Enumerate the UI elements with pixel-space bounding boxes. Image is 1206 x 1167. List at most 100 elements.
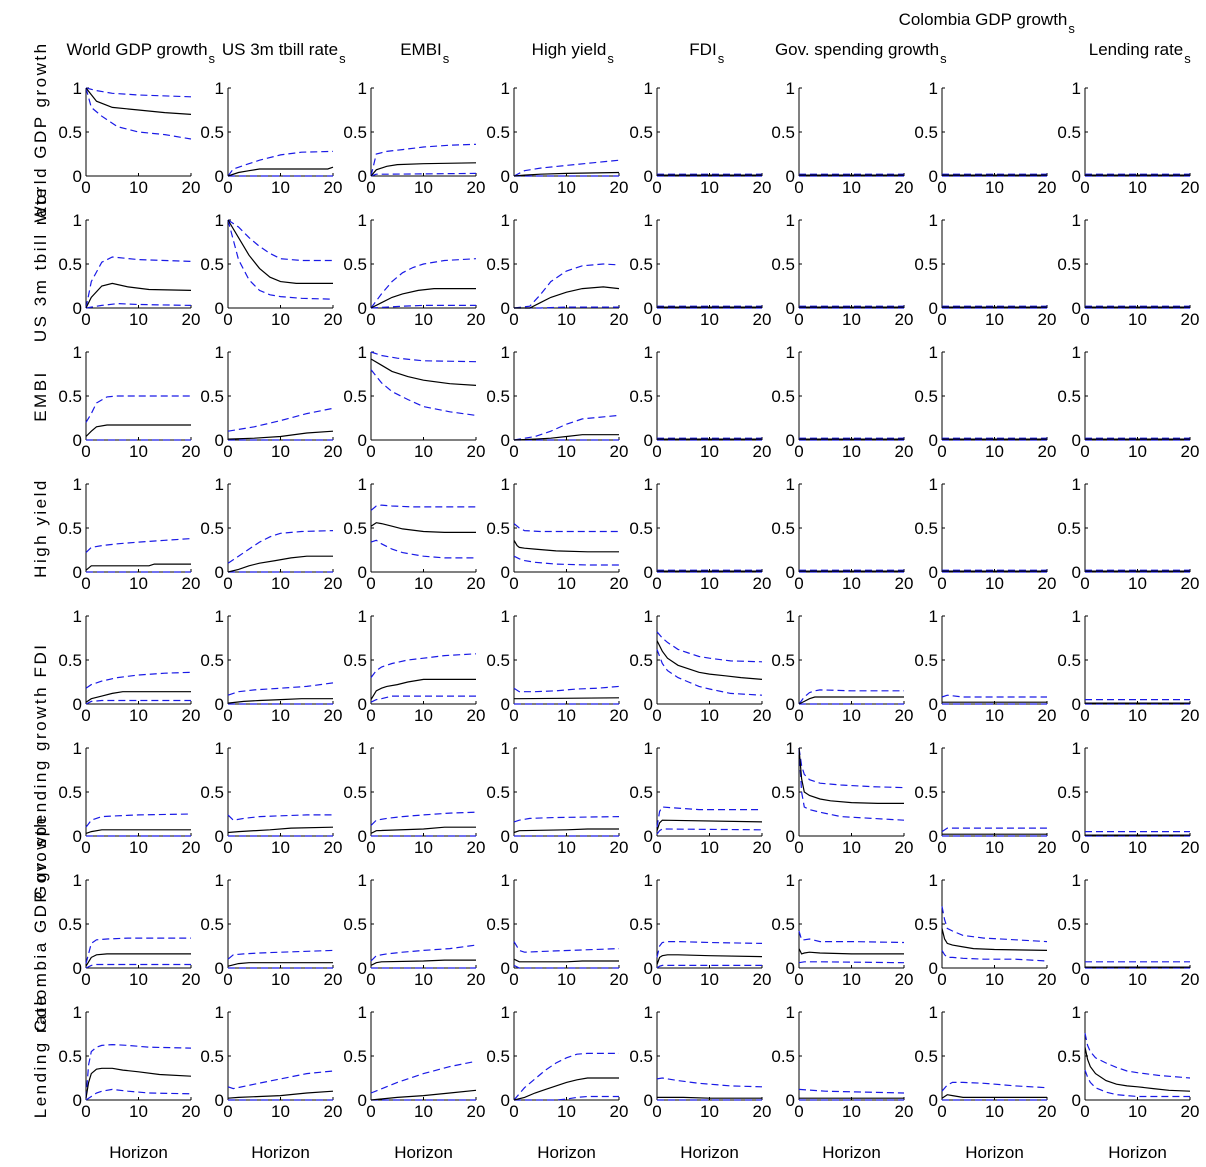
upper-band-line bbox=[798, 747, 905, 789]
upper-band-line bbox=[656, 631, 763, 663]
x-tick-label: 10 bbox=[271, 838, 290, 857]
median-line bbox=[227, 826, 334, 834]
y-tick-label: 0 bbox=[644, 1091, 653, 1110]
x-tick-label: 10 bbox=[129, 838, 148, 857]
col-title: Lending rate bbox=[1089, 40, 1184, 59]
y-tick-label: 1 bbox=[215, 1003, 224, 1022]
x-tick-label: 20 bbox=[467, 178, 486, 197]
row-label: EMBI bbox=[31, 370, 50, 422]
panel-r6-c1: 0 10 20 0 0.5 1 bbox=[200, 871, 342, 989]
y-tick-label: 0 bbox=[358, 167, 367, 186]
x-tick-label: 20 bbox=[467, 310, 486, 329]
x-tick-label: 0 bbox=[366, 574, 375, 593]
panel-r2-c3: 0 10 20 0 0.5 1 bbox=[486, 343, 628, 461]
row-label: FDI bbox=[31, 643, 50, 678]
x-tick-label: 10 bbox=[129, 178, 148, 197]
x-tick-label: 20 bbox=[753, 1102, 772, 1121]
panel-r1-c5: 0 10 20 0 0.5 1 bbox=[771, 211, 913, 329]
y-tick-label: 0.5 bbox=[486, 783, 510, 802]
x-tick-label: 10 bbox=[700, 838, 719, 857]
lower-band-line bbox=[656, 964, 762, 969]
y-tick-label: 1 bbox=[501, 739, 510, 758]
x-tick-label: 0 bbox=[81, 442, 90, 461]
x-tick-label: 0 bbox=[223, 838, 232, 857]
x-tick-label: 0 bbox=[509, 310, 518, 329]
x-tick-label: 0 bbox=[509, 970, 518, 989]
median-line bbox=[941, 1094, 1047, 1099]
row-label: High yield bbox=[31, 478, 50, 578]
y-tick-label: 0.5 bbox=[343, 783, 367, 802]
y-tick-label: 0 bbox=[215, 695, 224, 714]
y-tick-label: 0 bbox=[644, 431, 653, 450]
y-tick-label: 0 bbox=[501, 431, 510, 450]
x-tick-label: 20 bbox=[610, 310, 629, 329]
x-tick-label: 10 bbox=[700, 310, 719, 329]
x-tick-label: 10 bbox=[129, 310, 148, 329]
x-tick-label: 10 bbox=[700, 1102, 719, 1121]
y-tick-label: 0.5 bbox=[200, 123, 224, 142]
y-tick-label: 1 bbox=[786, 343, 795, 362]
x-tick-label: 20 bbox=[610, 970, 629, 989]
y-tick-label: 1 bbox=[1072, 607, 1081, 626]
x-tick-label: 20 bbox=[753, 178, 772, 197]
y-tick-label: 0.5 bbox=[200, 783, 224, 802]
panel-r3-c7: 0 10 20 0 0.5 1 bbox=[1057, 475, 1199, 593]
x-tick-label: 20 bbox=[895, 310, 914, 329]
row-label: Gov. spending growth bbox=[31, 685, 50, 899]
median-line bbox=[370, 678, 476, 700]
panel-r6-c3: 0 10 20 0 0.5 1 bbox=[486, 871, 628, 989]
x-tick-label: 0 bbox=[223, 310, 232, 329]
col-title-subscript: s bbox=[1068, 21, 1075, 36]
panel-r2-c0: 0 10 20 0 0.5 1 bbox=[58, 343, 200, 461]
median-line bbox=[227, 1090, 334, 1099]
y-tick-label: 1 bbox=[501, 79, 510, 98]
panel-r0-c7: 0 10 20 0 0.5 1 bbox=[1057, 79, 1199, 197]
col-title-subscript: s bbox=[339, 51, 346, 66]
x-tick-label: 20 bbox=[895, 838, 914, 857]
x-tick-label: 0 bbox=[1080, 838, 1089, 857]
x-tick-label: 0 bbox=[1080, 706, 1089, 725]
y-tick-label: 1 bbox=[786, 475, 795, 494]
x-tick-label: 0 bbox=[794, 442, 803, 461]
lower-band-line bbox=[656, 828, 763, 835]
y-tick-label: 1 bbox=[358, 739, 367, 758]
y-tick-label: 0 bbox=[786, 167, 795, 186]
y-tick-label: 0.5 bbox=[343, 519, 367, 538]
y-tick-label: 0.5 bbox=[914, 783, 938, 802]
upper-band-line bbox=[513, 941, 620, 953]
x-axis-title: Horizon bbox=[109, 1143, 168, 1162]
x-tick-label: 20 bbox=[182, 574, 201, 593]
median-line bbox=[227, 962, 333, 967]
y-tick-label: 1 bbox=[73, 1003, 82, 1022]
y-tick-label: 1 bbox=[73, 343, 82, 362]
upper-band-line bbox=[227, 407, 334, 432]
y-tick-label: 0.5 bbox=[771, 519, 795, 538]
x-tick-label: 10 bbox=[271, 970, 290, 989]
x-tick-label: 0 bbox=[794, 970, 803, 989]
median-line bbox=[370, 826, 476, 834]
y-tick-label: 1 bbox=[215, 79, 224, 98]
y-tick-label: 0.5 bbox=[486, 651, 510, 670]
x-tick-label: 0 bbox=[509, 706, 518, 725]
y-tick-label: 0 bbox=[644, 695, 653, 714]
x-tick-label: 10 bbox=[129, 1102, 148, 1121]
x-tick-label: 10 bbox=[700, 706, 719, 725]
y-tick-label: 0 bbox=[501, 299, 510, 318]
x-tick-label: 10 bbox=[700, 574, 719, 593]
x-tick-label: 10 bbox=[842, 178, 861, 197]
x-tick-label: 0 bbox=[366, 706, 375, 725]
x-tick-label: 20 bbox=[1038, 442, 1057, 461]
y-tick-label: 1 bbox=[358, 1003, 367, 1022]
y-tick-label: 0.5 bbox=[58, 519, 82, 538]
y-tick-label: 0.5 bbox=[914, 255, 938, 274]
x-tick-label: 20 bbox=[1181, 574, 1200, 593]
panel-r6-c5: 0 10 20 0 0.5 1 bbox=[771, 871, 913, 989]
y-tick-label: 1 bbox=[215, 211, 224, 230]
x-tick-label: 10 bbox=[985, 310, 1004, 329]
x-tick-label: 0 bbox=[223, 706, 232, 725]
panel-r7-c2: 0 10 20 0 0.5 1 bbox=[343, 1003, 485, 1121]
y-tick-label: 1 bbox=[501, 1003, 510, 1022]
y-tick-label: 1 bbox=[1072, 211, 1081, 230]
x-tick-label: 0 bbox=[81, 1102, 90, 1121]
x-tick-label: 20 bbox=[1038, 1102, 1057, 1121]
